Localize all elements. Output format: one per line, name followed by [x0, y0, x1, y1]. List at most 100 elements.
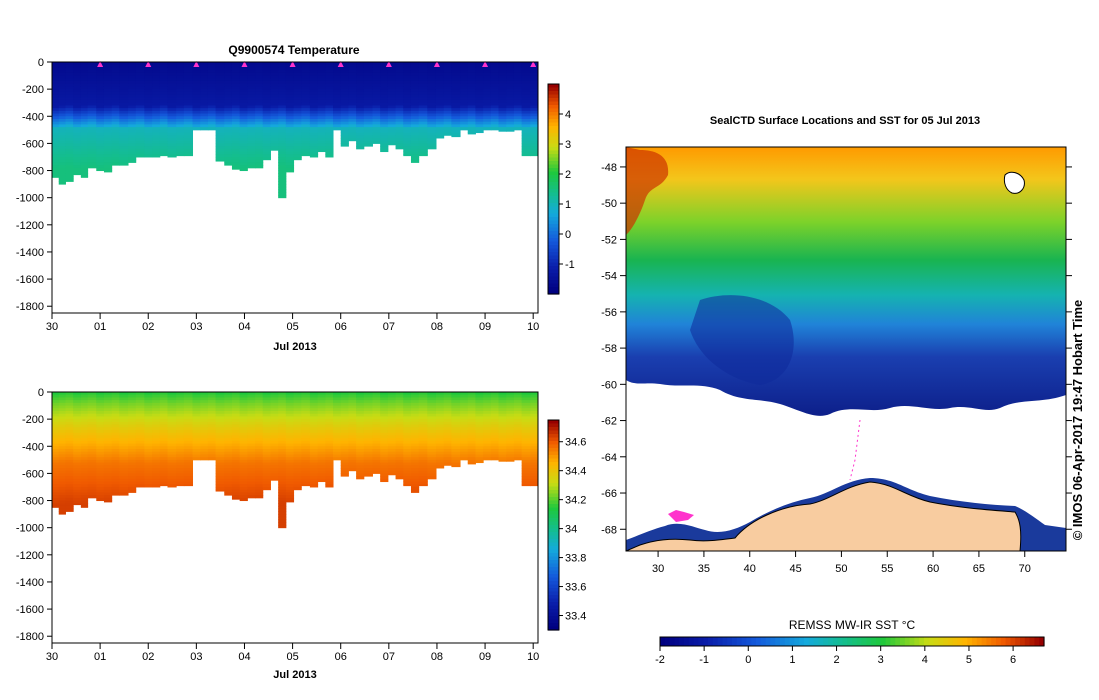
profile-cell [207, 118, 217, 123]
profile-cell [506, 108, 515, 112]
profile-cell [52, 400, 60, 404]
profile-cell [65, 94, 74, 98]
profile-cell [262, 448, 271, 453]
profile-cell [427, 146, 437, 150]
profile-cell [207, 80, 217, 85]
profile-cell [285, 72, 295, 77]
profile-cell [231, 146, 241, 150]
profile-cell [65, 86, 74, 90]
profile-cell [80, 421, 89, 426]
profile-cell [490, 86, 500, 90]
profile-cell [255, 137, 264, 142]
profile-column [58, 392, 66, 515]
profile-cell [395, 129, 404, 134]
profile-cell [52, 421, 60, 426]
y-tick-label: -600 [22, 138, 44, 150]
profile-cell [333, 421, 342, 426]
profile-cell [96, 151, 105, 155]
profile-cell [128, 118, 137, 123]
profile-cell [340, 132, 349, 136]
profile-cell [521, 154, 531, 157]
profile-cell [80, 443, 89, 447]
profile-cell [395, 459, 404, 464]
profile-cell [270, 116, 279, 120]
profile-cell [293, 432, 302, 436]
profile-cell [152, 83, 161, 87]
profile-cell [460, 413, 469, 417]
profile-cell [111, 62, 120, 66]
profile-cell [387, 419, 397, 423]
profile-cell [467, 78, 476, 82]
profile-cell [418, 478, 428, 483]
profile-cell [247, 148, 256, 153]
profile-cell [403, 129, 412, 134]
profile-cell [65, 489, 74, 493]
profile-cell [460, 108, 469, 112]
profile-cell [231, 151, 241, 155]
profile-cell [73, 105, 82, 109]
profile-cell [530, 459, 539, 464]
profile-cell [278, 186, 287, 191]
profile-cell [356, 427, 365, 431]
profile-cell [103, 167, 113, 172]
profile-cell [65, 451, 74, 455]
profile-cell [135, 413, 145, 417]
profile-cell [293, 435, 302, 439]
profile-cell [380, 410, 389, 415]
profile-cell [475, 118, 484, 123]
profile-cell [135, 110, 145, 115]
profile-cell [207, 105, 217, 109]
profile-cell [340, 124, 349, 128]
profile-column [73, 392, 82, 506]
profile-cell [167, 435, 177, 439]
profile-cell [200, 402, 209, 407]
profile-cell [215, 481, 225, 485]
profile-cell [152, 151, 161, 155]
profile-cell [530, 108, 539, 112]
profile-cell [255, 110, 264, 115]
profile-cell [309, 124, 319, 128]
profile-cell [521, 105, 531, 109]
profile-cell [111, 97, 120, 101]
profile-cell [96, 146, 105, 150]
profile-cell [513, 457, 523, 461]
profile-cell [363, 113, 373, 117]
profile-cell [460, 416, 469, 420]
profile-cell [239, 429, 248, 434]
profile-cell [467, 419, 476, 423]
profile-cell [490, 443, 500, 447]
profile-cell [301, 402, 311, 407]
profile-cell [340, 397, 349, 401]
profile-cell [475, 427, 484, 431]
profile-cell [192, 108, 201, 112]
profile-cell [387, 121, 397, 125]
profile-cell [183, 91, 194, 96]
profile-cell [103, 108, 113, 112]
profile-cell [530, 137, 539, 142]
profile-cell [301, 416, 311, 420]
profile-cell [215, 91, 225, 96]
profile-cell [183, 465, 194, 469]
profile-cell [152, 129, 161, 134]
profile-cell [255, 64, 264, 68]
profile-cell [521, 394, 531, 398]
profile-cell [128, 91, 137, 96]
profile-cell [356, 83, 365, 87]
profile-cell [317, 89, 326, 93]
profile-cell [167, 94, 177, 98]
profile-cell [80, 429, 89, 434]
profile-cell [443, 408, 452, 412]
profile-cell [395, 429, 404, 434]
profile-cell [207, 419, 217, 423]
profile-cell [65, 457, 74, 461]
profile-cell [506, 83, 515, 87]
profile-cell [96, 116, 105, 120]
profile-cell [135, 70, 145, 74]
profile-cell [460, 86, 469, 90]
profile-column [207, 62, 217, 131]
profile-column [128, 392, 137, 493]
profile-cell [309, 72, 319, 77]
profile-cell [418, 105, 428, 109]
temperature-title: Q9900574 Temperature [228, 43, 360, 57]
colorbar-segment [548, 98, 559, 103]
